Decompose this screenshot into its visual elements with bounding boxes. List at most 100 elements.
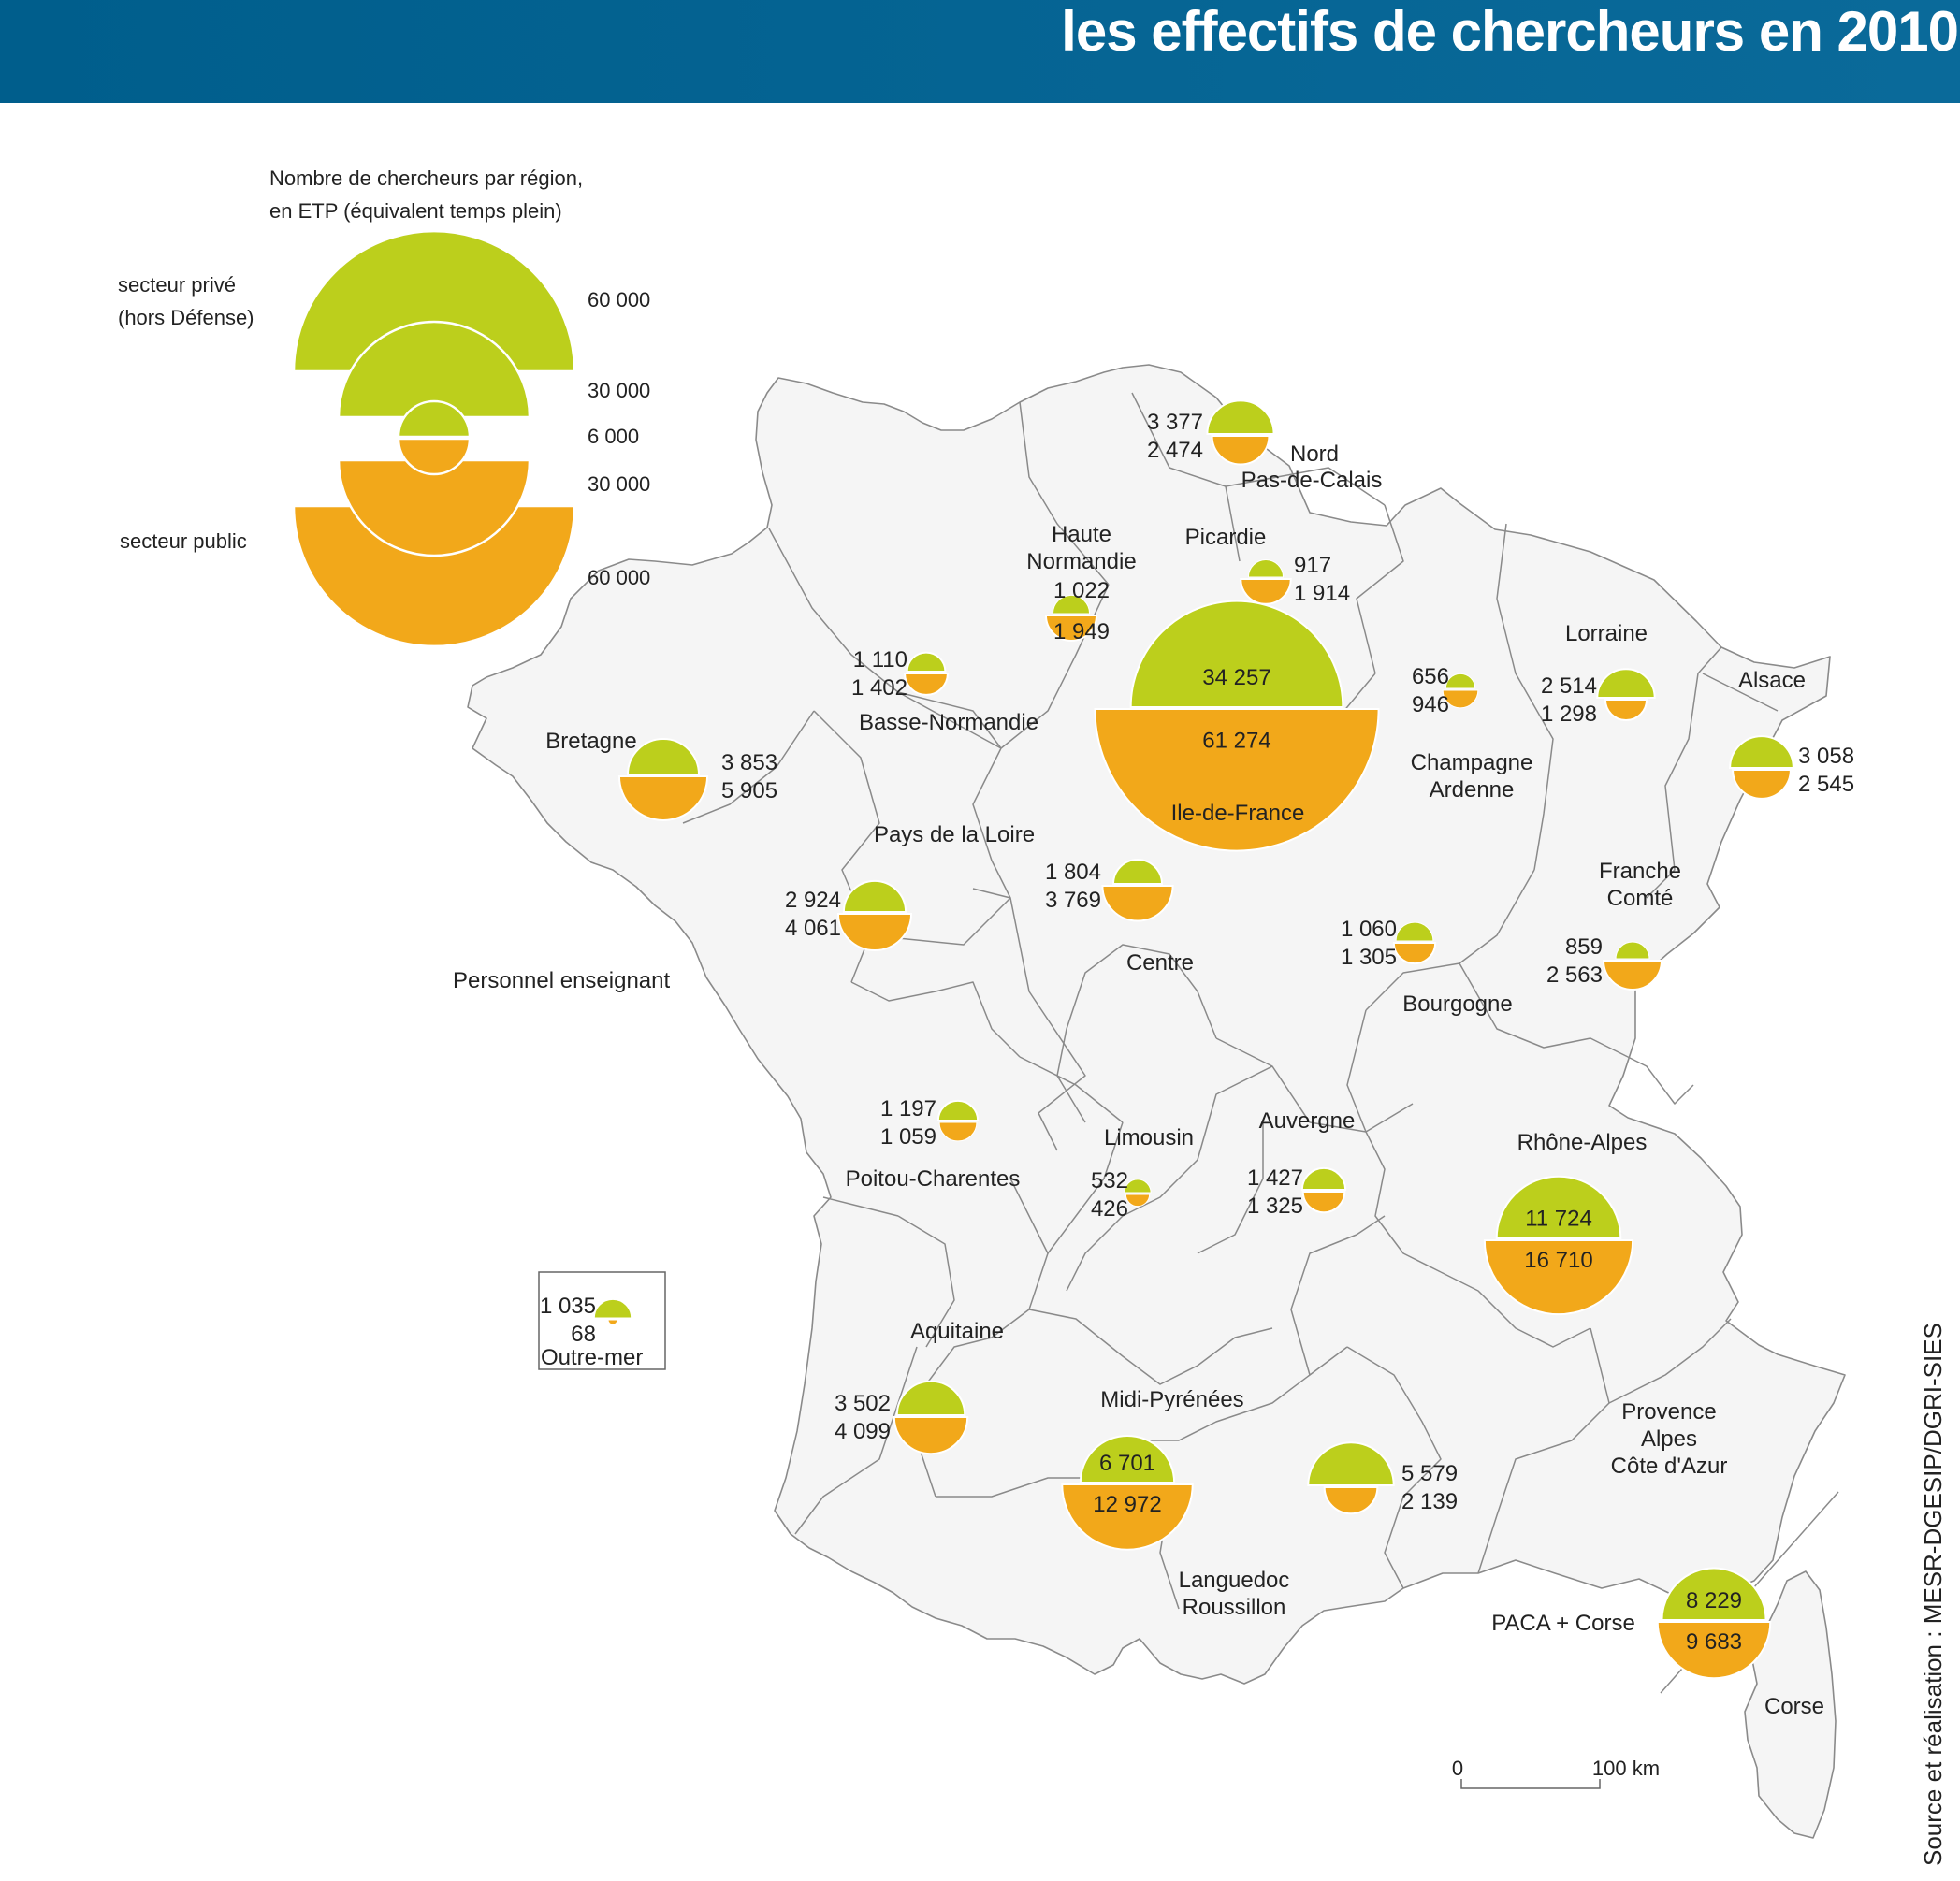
public-semicircle [1602, 960, 1663, 991]
region-label: Comté [1607, 886, 1674, 911]
prive-semicircle [906, 651, 947, 673]
prive-value: 1 197 [880, 1096, 936, 1121]
prive-value: 532 [1091, 1168, 1128, 1194]
legend-scale-label: 6 000 [588, 425, 639, 448]
prive-value: 1 022 [1053, 578, 1110, 603]
legend: Nombre de chercheurs par région, en ETP … [118, 166, 650, 648]
legend-prive-60000 [292, 229, 576, 373]
public-value: 4 061 [785, 916, 841, 941]
prive-value: 3 058 [1798, 744, 1854, 769]
prive-semicircle [1300, 1167, 1347, 1191]
public-value: 2 139 [1401, 1489, 1458, 1514]
public-semicircle [893, 1416, 969, 1455]
legend-prive-line1: secteur privé [118, 273, 236, 297]
public-value: 1 059 [880, 1124, 936, 1150]
public-semicircle [1656, 1621, 1772, 1680]
prive-semicircle [895, 1380, 966, 1416]
prive-semicircle [1596, 668, 1656, 699]
header-bar: les effectifs de chercheurs en 2010 [0, 0, 1960, 103]
outremer-label: Outre-mer [541, 1345, 643, 1370]
region-label: Limousin [1104, 1125, 1194, 1150]
legend-title-line1: Nombre de chercheurs par région, [269, 166, 583, 190]
legend-scale-label: 60 000 [588, 566, 650, 589]
prive-value: 11 724 [1525, 1206, 1592, 1231]
public-value: 68 [571, 1322, 596, 1347]
public-semicircle [1442, 689, 1479, 708]
public-semicircle [1240, 578, 1292, 605]
public-semicircle [938, 1121, 978, 1142]
region-label: Poitou-Charentes [846, 1166, 1021, 1192]
public-value: 61 274 [1202, 728, 1270, 753]
public-semicircle [1211, 435, 1270, 466]
region-label: Picardie [1185, 525, 1267, 550]
prive-value: 3 377 [1147, 410, 1203, 435]
public-value: 1 949 [1053, 619, 1110, 644]
map-title: les effectifs de chercheurs en 2010 [1061, 0, 1959, 63]
public-value: 2 474 [1147, 438, 1203, 463]
public-semicircle [1392, 942, 1437, 964]
prive-semicircle [1079, 1434, 1176, 1483]
region-label: Auvergne [1259, 1108, 1356, 1134]
prive-value: 3 853 [721, 750, 777, 775]
prive-semicircle [1052, 595, 1091, 615]
legend-public-label: secteur public [120, 529, 247, 553]
legend-public-6000 [397, 437, 472, 476]
public-value: 1 402 [851, 675, 907, 701]
prive-value: 1 427 [1247, 1165, 1303, 1191]
region-label: Provence [1621, 1399, 1716, 1425]
region-label: Centre [1126, 950, 1194, 976]
region-label: Corse [1764, 1694, 1824, 1719]
legend-public-60000 [292, 504, 576, 648]
region-label: Alpes [1641, 1426, 1697, 1452]
public-semicircle [836, 913, 913, 952]
public-value: 1 298 [1541, 702, 1597, 727]
public-value: 5 905 [721, 778, 777, 803]
prive-semicircle [1206, 399, 1275, 435]
legend-scale-label: 30 000 [588, 379, 650, 402]
prive-value: 5 579 [1401, 1461, 1458, 1486]
region-label: Bourgogne [1402, 991, 1512, 1017]
public-semicircle [617, 775, 709, 821]
prive-value: 917 [1294, 553, 1331, 578]
prive-value: 656 [1412, 664, 1449, 689]
france-outline [467, 364, 1846, 1685]
legend-scale-label: 30 000 [588, 472, 650, 496]
public-semicircle [1301, 1191, 1346, 1214]
legend-scale-label: 60 000 [588, 288, 650, 311]
public-value: 4 099 [835, 1419, 891, 1444]
prive-value: 1 060 [1341, 917, 1397, 942]
region-label: Champagne [1411, 750, 1533, 775]
public-semicircle [1125, 1194, 1151, 1208]
public-value: 3 769 [1045, 888, 1101, 913]
prive-semicircle [1729, 735, 1794, 769]
region-label: Pas-de-Calais [1241, 468, 1383, 493]
prive-value: 2 514 [1541, 673, 1597, 699]
public-semicircle [1323, 1486, 1379, 1514]
region-label: Alsace [1738, 668, 1806, 693]
legend-title-line2: en ETP (équivalent temps plein) [269, 199, 562, 223]
region-label: Bretagne [545, 729, 636, 754]
prive-semicircle [1445, 673, 1476, 689]
prive-semicircle [842, 880, 907, 913]
prive-semicircle [626, 737, 701, 775]
region-label: Ile-de-France [1171, 801, 1305, 826]
public-semicircle [1101, 885, 1174, 921]
public-value: 2 563 [1546, 962, 1603, 988]
region-label: Basse-Normandie [859, 710, 1038, 735]
prive-value: 1 804 [1045, 860, 1101, 885]
prive-value: 1 110 [853, 647, 907, 673]
public-semicircle [1044, 615, 1098, 642]
scale-start: 0 [1452, 1757, 1463, 1780]
public-value: 1 305 [1341, 945, 1397, 970]
legend-public-30000 [337, 458, 531, 557]
public-value: 12 972 [1093, 1492, 1161, 1517]
public-semicircle [1732, 769, 1792, 800]
public-value: 426 [1091, 1196, 1128, 1222]
legend-prive-6000 [397, 399, 472, 439]
region-label: Aquitaine [910, 1319, 1004, 1344]
outremer-box [538, 1271, 666, 1370]
prive-semicircle [936, 1099, 980, 1121]
enseignant-label: Personnel enseignant [453, 968, 671, 993]
